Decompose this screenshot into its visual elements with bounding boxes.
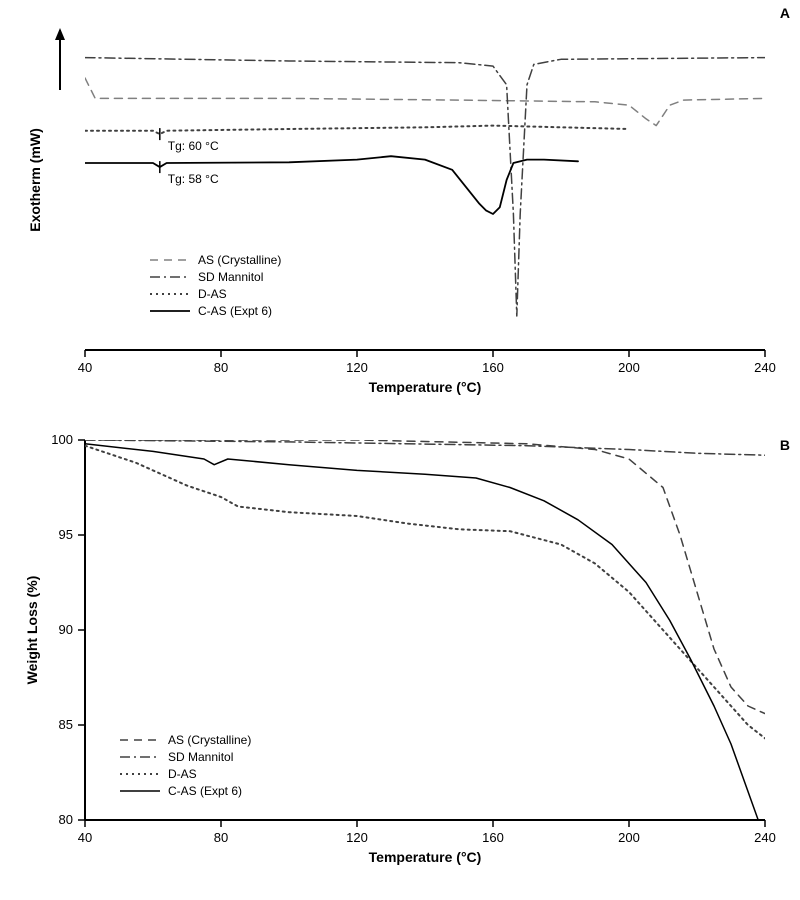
panel-b-y-label: Weight Loss (%) — [24, 576, 40, 685]
series-as_crystalline — [85, 440, 765, 714]
x-tick-label: 240 — [754, 360, 776, 375]
x-tick-label: 80 — [214, 360, 228, 375]
x-tick-label: 160 — [482, 830, 504, 845]
series-c_as — [85, 156, 578, 214]
x-tick-label: 120 — [346, 830, 368, 845]
x-tick-label: 80 — [214, 830, 228, 845]
x-tick-label: 40 — [78, 360, 92, 375]
panel-a-x-label: Temperature (°C) — [369, 379, 482, 395]
tg-label: Tg: 60 °C — [168, 139, 219, 153]
panel-a-legend: AS (Crystalline) SD Mannitol D-AS C-AS (Exp… — [150, 253, 281, 318]
y-tick-label: 85 — [59, 717, 73, 732]
legend-label: C-AS (Expt 6) — [168, 784, 242, 798]
exotherm-arrow-head — [55, 28, 65, 40]
panel-a-y-label: Exotherm (mW) — [27, 128, 43, 231]
legend-label: AS (Crystalline) — [168, 733, 251, 747]
series-sd_mannitol — [85, 440, 765, 455]
x-tick-label: 40 — [78, 830, 92, 845]
tg-label: Tg: 58 °C — [168, 172, 219, 186]
x-tick-label: 160 — [482, 360, 504, 375]
series-as_crystalline — [85, 78, 765, 126]
legend-label: SD Mannitol — [168, 750, 233, 764]
panel-b-legend: AS (Crystalline) SD Mannitol D-AS C-AS (Exp… — [120, 733, 251, 798]
series-sd_mannitol — [85, 58, 765, 316]
x-tick-label: 200 — [618, 360, 640, 375]
figure-container: A 40 80 120 160 200 240 Temperature (°C) Exother… — [0, 0, 800, 900]
legend-label: SD Mannitol — [198, 270, 263, 284]
series-d_as — [85, 126, 629, 135]
y-tick-label: 80 — [59, 812, 73, 827]
panel-b-label: B — [780, 437, 790, 453]
y-tick-label: 90 — [59, 622, 73, 637]
legend-label: D-AS — [168, 767, 197, 781]
y-tick-label: 95 — [59, 527, 73, 542]
y-tick-label: 100 — [51, 432, 73, 447]
panel-a-label: A — [780, 5, 790, 21]
panel-b: B 40 80 120 160 200 240 Temperature (°C) 80 85 90 9… — [24, 432, 790, 865]
x-tick-label: 120 — [346, 360, 368, 375]
legend-label: AS (Crystalline) — [198, 253, 281, 267]
legend-label: D-AS — [198, 287, 227, 301]
panel-a-series — [85, 58, 765, 316]
panel-a: A 40 80 120 160 200 240 Temperature (°C) Exother… — [27, 5, 790, 395]
figure-svg: A 40 80 120 160 200 240 Temperature (°C) Exother… — [0, 0, 800, 900]
panel-b-x-label: Temperature (°C) — [369, 849, 482, 865]
x-tick-label: 240 — [754, 830, 776, 845]
x-tick-label: 200 — [618, 830, 640, 845]
legend-label: C-AS (Expt 6) — [198, 304, 272, 318]
